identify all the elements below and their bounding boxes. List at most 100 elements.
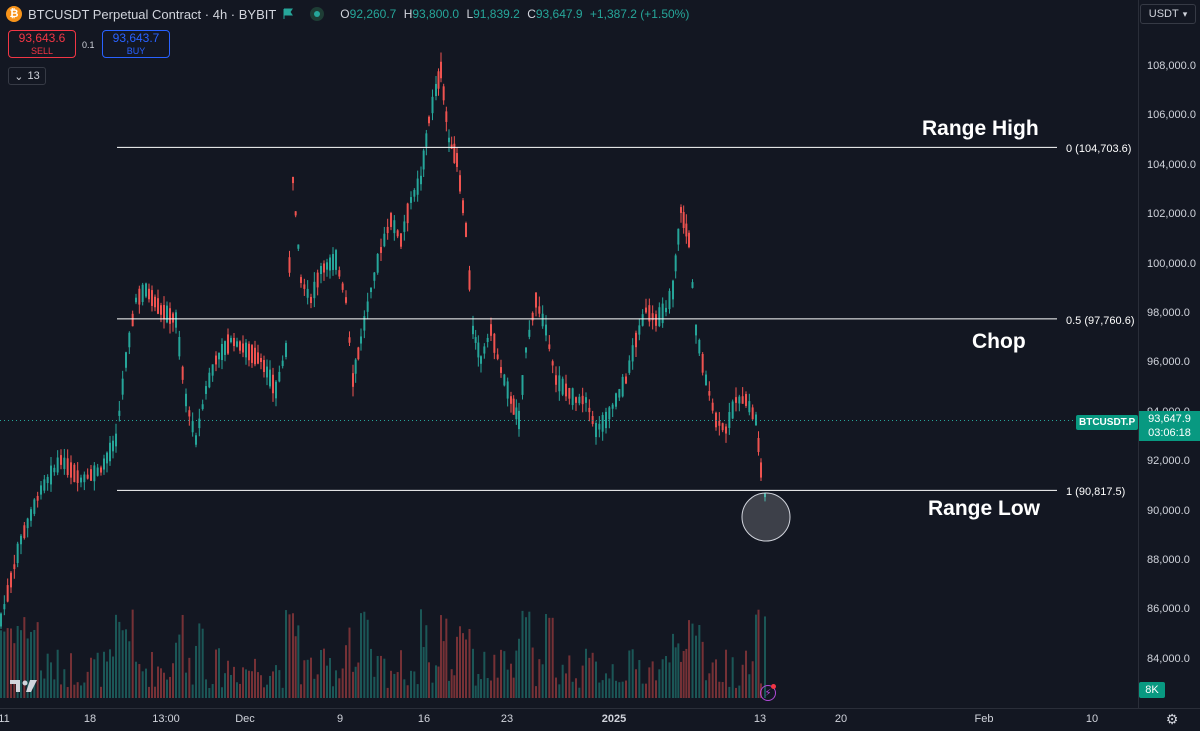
volume-badge: 8K [1139,682,1165,698]
candle-body [157,298,159,314]
volume-bar [254,658,256,698]
candle-body [248,343,250,361]
range-low-annotation[interactable]: Range Low [928,497,1041,520]
symbol-price-tag: BTCUSDT.P [1076,415,1139,430]
candle-body [373,272,376,281]
ohlc-high-value: 93,800.0 [412,7,460,21]
candle-body [621,376,624,397]
candle-body [269,369,271,387]
volume-bar [221,687,223,698]
candle-body [548,344,551,349]
volume-bar [618,682,621,698]
volume-bar [201,628,204,698]
volume-bar [601,680,604,698]
symbol-title[interactable]: BTCUSDT Perpetual Contract · 4h · BYBIT [28,6,277,22]
tradingview-logo-icon[interactable] [10,678,40,694]
volume-bar [635,669,637,698]
volume-bar [96,652,99,698]
candle-body [285,343,287,357]
volume-bar [535,686,537,698]
volume-bar [708,673,711,698]
volume-bar [496,677,499,698]
candle-body [741,396,744,404]
volume-bar [380,655,382,698]
candlestick-chart[interactable] [0,0,1138,708]
chevron-down-icon: ⌄ [14,70,24,83]
candle-body [635,332,637,348]
volume-bar [363,611,366,698]
volume-bar [191,684,194,698]
volume-bar [239,683,241,698]
candle-body [360,336,362,344]
candle-body [90,469,92,481]
volume-bar [257,672,259,698]
candle-body [383,233,386,247]
settings-gear-icon[interactable]: ⚙ [1165,711,1179,727]
currency-selector[interactable]: USDT ▾ [1140,4,1196,24]
candle-body [745,394,747,406]
volume-bar [46,653,49,698]
candle-body [674,255,677,272]
volume-bar [425,625,428,698]
volume-bar [748,674,751,698]
candle-body [20,535,22,545]
buy-button[interactable]: 93,643.7 BUY [102,30,170,58]
candle-body [163,304,165,320]
candle-body [721,423,724,431]
candle-body [581,395,584,405]
volume-bar [205,679,207,698]
indicators-toggle-button[interactable]: ⌄ 13 [8,67,46,85]
candle-body [141,284,144,302]
candle-body [500,367,502,373]
volume-bar [685,648,688,698]
volume-bar [281,687,284,698]
candle-body [363,316,366,331]
volume-bar [437,666,440,698]
price-axis-tick: 106,000.0 [1147,109,1196,122]
volume-bar [691,623,694,698]
volume-bar [151,651,153,698]
volume-bar [468,628,471,698]
candle-body [698,339,701,354]
price-axis[interactable]: 108,000.0 106,000.0 104,000.0 102,000.0 100,… [1138,0,1200,708]
volume-bar [310,657,312,698]
candle-body [239,341,241,351]
volume-bar [285,610,287,698]
candle-body [125,352,127,368]
time-axis[interactable]: 11 18 13:00 Dec 9 16 23 2025 13 20 Feb 10 [0,708,1200,731]
volume-bar [474,685,477,698]
volume-bar [571,681,574,698]
sell-button[interactable]: 93,643.6 SELL [8,30,76,58]
volume-bar [118,621,121,698]
chart-pane[interactable]: ₿ BTCUSDT Perpetual Contract · 4h · BYBI… [0,0,1139,708]
candle-body [100,467,102,473]
volume-bar [115,614,117,698]
candle-body [112,440,114,452]
candle-body [611,404,614,409]
candle-body [757,437,760,453]
volume-bar [16,625,19,698]
candle-body [677,228,680,245]
volume-bar [480,679,482,698]
candle-body [705,374,707,386]
flag-icon[interactable] [282,8,294,20]
candle-body [46,476,49,484]
candle-body [43,479,46,491]
candle-body [665,307,667,313]
candle-body [628,360,631,373]
lightning-icon[interactable]: ⚡ [760,685,776,701]
range-high-annotation[interactable]: Range High [922,117,1039,140]
volume-bar [248,670,250,698]
volume-bar [26,638,29,698]
candle-body [370,287,372,293]
time-axis-tick: Dec [235,713,255,725]
volume-bar [510,663,512,698]
ohlc-high-key: H [403,7,413,21]
candle-body [601,414,604,432]
volume-bar [383,658,386,698]
chop-annotation[interactable]: Chop [972,330,1026,353]
volume-bar [208,687,211,698]
bar-countdown: 03:06:18 [1148,427,1191,439]
volume-bar [188,657,191,698]
volume-bar [751,661,754,698]
